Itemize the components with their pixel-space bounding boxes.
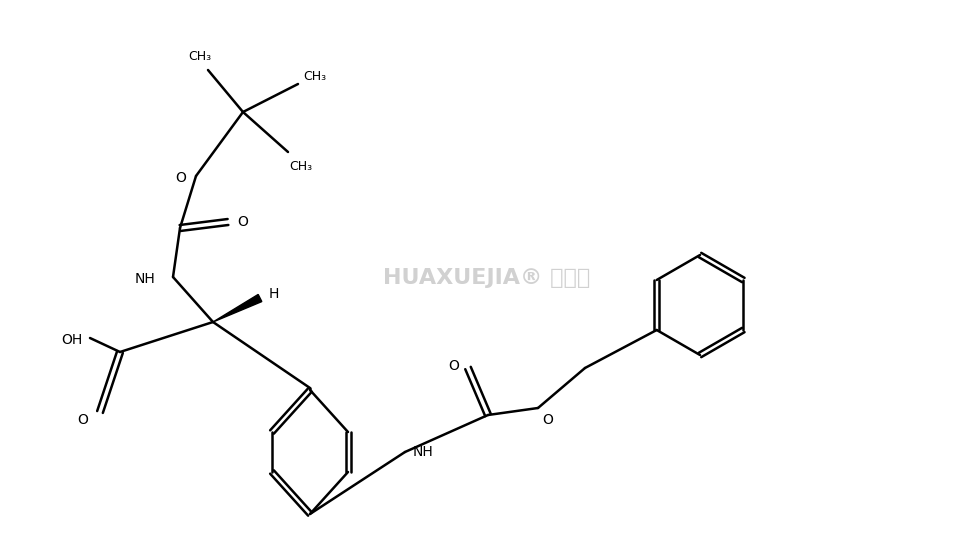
Text: O: O	[237, 215, 248, 229]
Text: O: O	[542, 413, 553, 427]
Polygon shape	[213, 295, 262, 322]
Text: CH₃: CH₃	[189, 49, 211, 62]
Text: CH₃: CH₃	[289, 160, 312, 172]
Text: NH: NH	[134, 272, 155, 286]
Text: HUAXUEJIA® 化学加: HUAXUEJIA® 化学加	[382, 268, 591, 288]
Text: O: O	[175, 171, 186, 185]
Text: CH₃: CH₃	[304, 70, 327, 82]
Text: OH: OH	[61, 333, 83, 347]
Text: NH: NH	[413, 445, 434, 459]
Text: O: O	[77, 413, 88, 427]
Text: O: O	[449, 359, 459, 373]
Text: H: H	[269, 287, 279, 301]
